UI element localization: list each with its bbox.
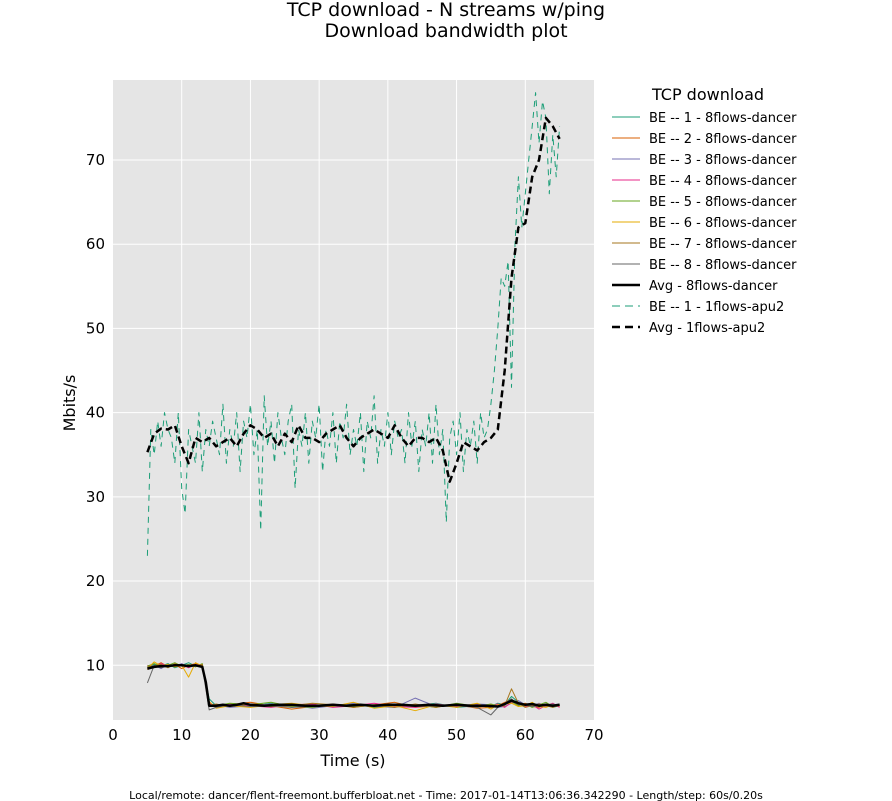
legend-entry: BE -- 1 - 1flows-apu2 [649, 300, 784, 315]
y-tick-label: 50 [86, 319, 105, 337]
y-tick-label: 10 [86, 656, 105, 674]
y-tick-label: 70 [86, 151, 105, 169]
footer-info: Local/remote: dancer/flent-freemont.buff… [129, 789, 763, 801]
chart-title: TCP download - N streams w/ping [286, 0, 605, 21]
y-tick-label: 40 [86, 404, 105, 422]
legend-title: TCP download [651, 85, 764, 104]
chart-subtitle: Download bandwidth plot [324, 20, 567, 42]
y-tick-label: 30 [86, 488, 105, 506]
legend-entry: BE -- 6 - 8flows-dancer [649, 216, 797, 231]
x-tick-label: 60 [516, 726, 535, 744]
x-tick-label: 70 [584, 726, 603, 744]
x-tick-label: 40 [378, 726, 397, 744]
series-line-be-1-1flows-apu2 [146, 92, 561, 556]
series-layer [146, 92, 561, 716]
y-tick-label: 20 [86, 572, 105, 590]
x-tick-label: 30 [310, 726, 329, 744]
legend-entry: BE -- 8 - 8flows-dancer [649, 258, 797, 273]
legend-entry: Avg - 8flows-dancer [649, 279, 778, 294]
legend-entry: BE -- 5 - 8flows-dancer [649, 195, 797, 210]
y-axis-label: Mbits/s [60, 375, 79, 432]
series-line-avg-8flows-dancer [147, 664, 560, 708]
x-tick-label: 10 [172, 726, 191, 744]
y-tick-label: 60 [86, 235, 105, 253]
grid [113, 80, 594, 720]
legend-entry: BE -- 1 - 8flows-dancer [649, 111, 797, 126]
tick-labels: 0 10 20 30 40 50 60 70 10 20 30 40 50 60 70 [86, 151, 604, 744]
x-axis-label: Time (s) [319, 751, 385, 770]
series-line-avg-1flows-apu2 [146, 116, 561, 483]
series-line-be-6-8flows-dancer [147, 661, 560, 712]
x-tick-label: 50 [447, 726, 466, 744]
legend: TCP download BE -- 1 - 8flows-dancer BE -… [612, 85, 797, 336]
legend-entry: BE -- 2 - 8flows-dancer [649, 132, 797, 147]
legend-entry: BE -- 7 - 8flows-dancer [649, 237, 797, 252]
plot-area [113, 80, 594, 720]
legend-entry: BE -- 3 - 8flows-dancer [649, 153, 797, 168]
legend-entry: Avg - 1flows-apu2 [649, 321, 765, 336]
x-tick-label: 20 [241, 726, 260, 744]
x-tick-label: 0 [108, 726, 118, 744]
legend-entry: BE -- 4 - 8flows-dancer [649, 174, 797, 189]
